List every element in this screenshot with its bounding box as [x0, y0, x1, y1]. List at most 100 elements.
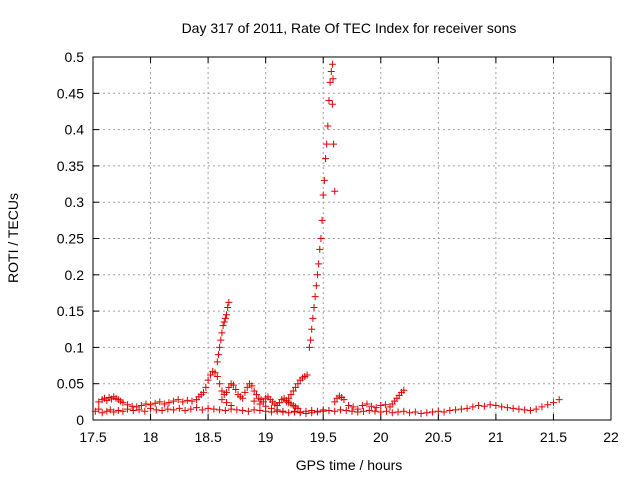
data-point	[103, 407, 111, 415]
data-point	[294, 404, 302, 412]
data-point	[323, 140, 331, 148]
data-point	[292, 383, 300, 391]
data-point	[526, 407, 534, 415]
data-point	[383, 407, 391, 415]
data-point	[165, 399, 173, 407]
data-point	[250, 397, 258, 405]
data-point	[309, 314, 317, 322]
data-point	[158, 407, 166, 415]
data-point	[198, 406, 206, 414]
data-point	[289, 387, 297, 395]
data-point	[388, 409, 396, 417]
data-point	[492, 401, 500, 409]
data-point	[129, 407, 137, 415]
data-point	[267, 404, 275, 412]
data-point	[160, 400, 168, 408]
data-point	[119, 407, 127, 415]
chart-title: Day 317 of 2011, Rate Of TEC Index for r…	[182, 20, 517, 36]
y-tick-label: 0.05	[57, 376, 84, 392]
data-point	[188, 397, 196, 405]
data-point	[336, 406, 344, 414]
data-point	[302, 409, 310, 417]
data-point	[221, 407, 229, 415]
data-point	[239, 407, 247, 415]
data-point	[95, 405, 103, 413]
x-tick-labels: 17.5 18 18.5 19 19.5 20 20.5 21 21.5 22	[79, 429, 619, 445]
data-point	[213, 358, 221, 366]
y-tick-label: 0.4	[65, 122, 85, 138]
data-point	[319, 191, 327, 199]
data-point	[133, 403, 141, 411]
data-point	[327, 68, 335, 76]
data-point	[452, 406, 460, 414]
data-point	[170, 406, 178, 414]
data-point	[315, 260, 323, 268]
data-point	[110, 408, 118, 416]
data-point	[538, 403, 546, 411]
data-point	[202, 383, 210, 391]
x-tick-label: 20	[373, 429, 389, 445]
data-point	[119, 399, 127, 407]
data-point	[214, 351, 222, 359]
data-point	[400, 386, 408, 394]
data-point	[394, 408, 402, 416]
data-point	[244, 407, 252, 415]
data-point	[400, 407, 408, 415]
data-point	[417, 409, 425, 417]
data-point	[345, 401, 353, 409]
x-tick-label: 17.5	[79, 429, 106, 445]
x-tick-label: 19	[258, 429, 274, 445]
data-point	[296, 409, 304, 417]
data-point	[368, 402, 376, 410]
data-point	[218, 387, 226, 395]
y-tick-label: 0.3	[65, 194, 85, 210]
y-tick-label: 0	[76, 412, 84, 428]
data-point	[354, 405, 362, 413]
data-point	[363, 400, 371, 408]
data-point	[515, 405, 523, 413]
data-point	[325, 407, 333, 415]
data-point	[221, 314, 229, 322]
data-point	[183, 396, 191, 404]
data-point	[156, 398, 164, 406]
data-point	[282, 398, 290, 406]
data-point	[204, 376, 212, 384]
data-point	[360, 407, 368, 415]
data-point	[211, 369, 219, 377]
data-point	[239, 394, 247, 402]
data-point	[224, 303, 232, 311]
data-point	[175, 404, 183, 412]
x-tick-label: 18	[143, 429, 159, 445]
data-point	[549, 399, 557, 407]
data-point	[241, 388, 249, 396]
data-point	[325, 97, 333, 105]
data-point	[174, 396, 182, 404]
data-point	[290, 408, 298, 416]
data-point	[223, 311, 231, 319]
data-point	[469, 403, 477, 411]
data-point	[406, 409, 414, 417]
data-point	[128, 402, 136, 410]
y-tick-label: 0.5	[65, 49, 85, 65]
data-point	[371, 407, 379, 415]
plot-frame	[92, 56, 612, 421]
grid-lines	[93, 57, 611, 420]
data-point	[220, 318, 228, 326]
y-tick-label: 0.1	[65, 339, 85, 355]
data-point	[434, 407, 442, 415]
data-point	[227, 401, 235, 409]
data-point	[381, 401, 389, 409]
data-point	[316, 245, 324, 253]
data-point	[318, 216, 326, 224]
data-point	[151, 399, 159, 407]
x-tick-label: 21	[488, 429, 504, 445]
data-point	[319, 407, 327, 415]
data-point	[317, 235, 325, 242]
data-point	[377, 408, 385, 416]
data-point	[285, 394, 293, 402]
data-point	[210, 405, 218, 413]
data-point	[262, 402, 270, 410]
data-point	[216, 406, 224, 414]
data-point	[358, 401, 366, 409]
data-point	[152, 406, 160, 414]
